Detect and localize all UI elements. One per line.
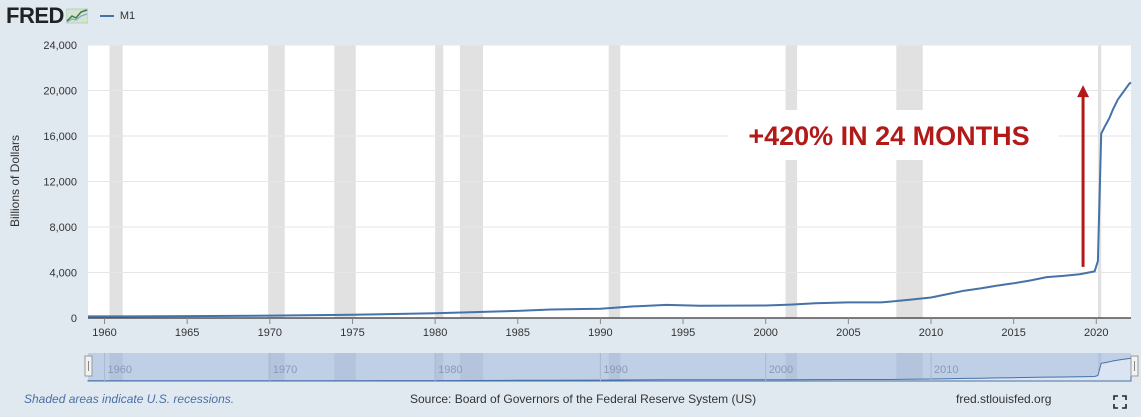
navigator-tick-label: 2010 [934, 364, 958, 376]
navigator-recession-band [268, 353, 285, 381]
navigator-series [87, 357, 1132, 382]
y-tick-label: 12,000 [43, 177, 77, 189]
y-tick-label: 8,000 [49, 222, 77, 234]
fred-logo[interactable]: FRED [6, 3, 64, 28]
annotation-box: +420% IN 24 MONTHS [728, 110, 1058, 160]
x-tick-label: 1975 [340, 327, 364, 339]
navigator-recession-band [459, 353, 484, 381]
series-line-m1 [88, 81, 1132, 318]
navigator-recession-band [435, 353, 444, 381]
fred-graph-icon [65, 8, 88, 24]
x-tick-label: 2000 [753, 327, 777, 339]
x-tick-label: 1995 [671, 327, 695, 339]
x-tick-label: 1990 [588, 327, 612, 339]
source-text: Source: Board of Governors of the Federa… [410, 392, 757, 406]
navigator-tick-label: 2000 [769, 364, 793, 376]
annotation-backdrop [728, 110, 1058, 160]
navigator-recession-band [608, 353, 621, 381]
x-tick-label: 2005 [836, 327, 860, 339]
source-url[interactable]: fred.stlouisfed.org [956, 392, 1052, 406]
grid-lines [88, 44, 1131, 319]
navigator-tick-label: 1970 [273, 364, 297, 376]
arrow-head [1077, 85, 1090, 98]
navigator-tick-label: 1980 [438, 364, 462, 376]
navigator-tick-label: 1960 [108, 364, 132, 376]
y-tick-label: 0 [71, 313, 77, 325]
x-axis-ticks: 1960 1965 1970 1975 1980 1985 1990 1995 2000 2005… [92, 318, 1109, 339]
y-tick-label: 16,000 [43, 131, 77, 143]
legend-swatch [99, 15, 114, 17]
legend-label: M1 [119, 10, 136, 22]
navigator-recession-band [1097, 353, 1102, 381]
navigator-recession-band [785, 353, 798, 381]
annotation-arrow [1077, 85, 1090, 267]
y-axis-label: Billions of Dollars [8, 135, 22, 227]
y-axis-ticks: 0 4,000 8,000 12,000 16,000 20,000 24,000 [43, 40, 77, 325]
legend: M1 [99, 10, 136, 22]
x-tick-label: 2020 [1084, 327, 1108, 339]
y-tick-label: 4,000 [49, 268, 77, 280]
m1-chart: 0 4,000 8,000 12,000 16,000 20,000 24,000 1960… [8, 40, 1139, 382]
x-tick-label: 1960 [92, 327, 116, 339]
navigator-recession-bands [109, 353, 1102, 381]
x-tick-label: 1970 [258, 327, 282, 339]
fullscreen-icon[interactable] [1113, 395, 1127, 409]
x-tick-label: 1985 [506, 327, 530, 339]
y-tick-label: 24,000 [43, 40, 77, 52]
annotation-text: +420% IN 24 MONTHS [748, 121, 1029, 151]
chart-header: FRED M1 [6, 3, 136, 28]
navigator-tick-label: 1990 [603, 364, 627, 376]
x-tick-label: 1980 [423, 327, 447, 339]
x-tick-label: 2010 [919, 327, 943, 339]
recession-note: Shaded areas indicate U.S. recessions. [24, 392, 235, 406]
x-tick-label: 2015 [1001, 327, 1025, 339]
range-navigator[interactable]: 1960 1970 1980 1990 2000 2010 [84, 353, 1139, 382]
x-tick-label: 1965 [175, 327, 199, 339]
navigator-recession-band [109, 353, 123, 381]
navigator-recession-band [896, 353, 923, 381]
navigator-axis-ticks: 1960 1970 1980 1990 2000 2010 [104, 353, 958, 381]
navigator-recession-band [334, 353, 356, 381]
y-tick-label: 20,000 [43, 86, 77, 98]
